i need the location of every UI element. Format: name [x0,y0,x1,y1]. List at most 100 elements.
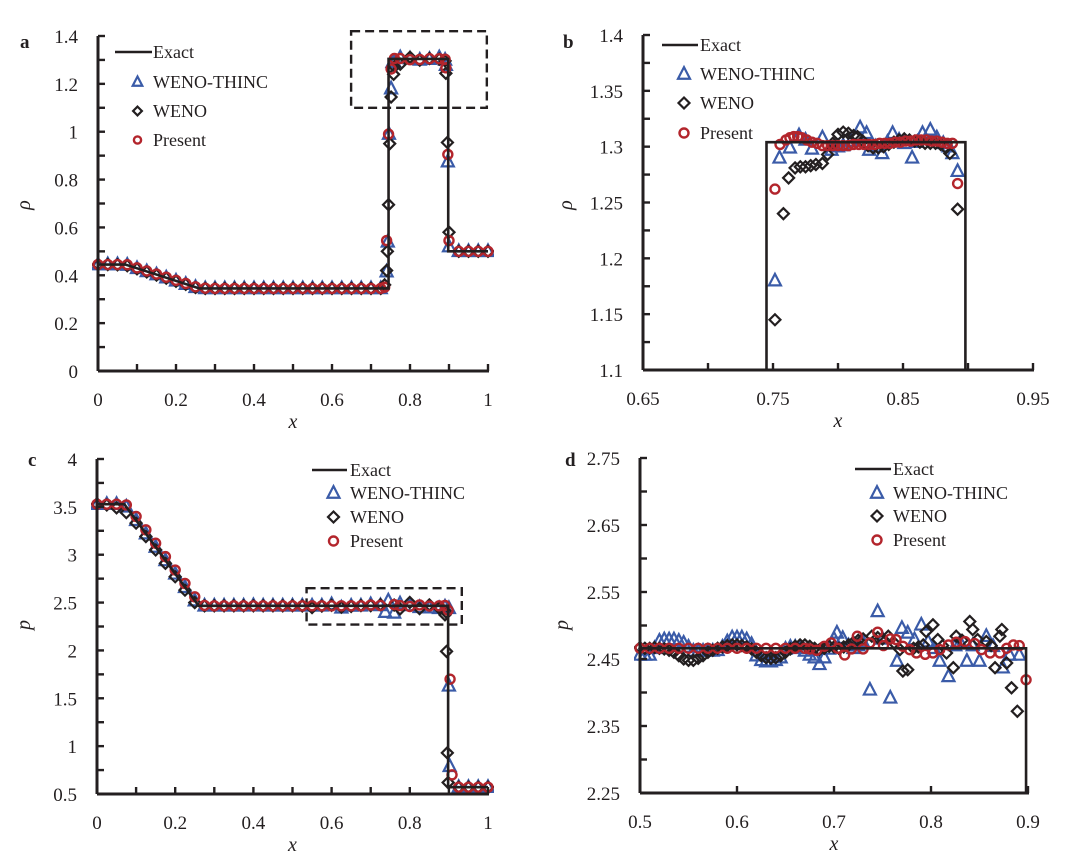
legend-label: Exact [350,460,391,480]
y-tick-label: 1.15 [590,305,623,326]
legend-label: WENO-THINC [153,72,268,92]
data-point [1004,680,1019,695]
series-weno [767,125,965,327]
data-point [385,63,397,75]
data-point [1011,645,1028,661]
y-tick-label: 1 [68,737,78,758]
data-point [806,648,823,664]
legend-label: WENO [700,93,754,113]
data-point [970,632,985,647]
data-point [949,629,964,644]
legend-marker-triangle [130,74,145,87]
panel-letter: c [28,450,36,471]
legend-marker-diamond [131,105,144,117]
data-point [922,120,939,136]
x-tick-label: 0 [93,390,103,411]
legend-label: Present [153,130,206,150]
x-tick-label: 0.8 [398,390,422,411]
legend-label: Present [350,531,403,551]
x-tick-label: 0.6 [320,813,344,834]
data-point [853,138,865,151]
legend-label: WENO [153,101,207,121]
y-tick-label: 0.5 [53,785,77,806]
y-tick-label: 2.35 [587,717,620,738]
data-point [729,637,745,652]
data-point [1013,639,1025,652]
data-point [440,62,452,74]
plot-area [767,118,966,327]
panel-letter: b [563,32,574,53]
x-tick-label: 0.9 [1016,812,1040,833]
x-tick-label: 0.7 [822,812,846,833]
panel-a: 0 0.2 0.4 0.6 0.8 1 0 0.2 0.4 0.6 0.8 1 1.2 1.4 x ρ a Exa… [13,27,494,433]
legend-label: WENO [350,507,404,527]
panel-letter: d [565,450,576,471]
data-point [138,529,153,544]
y-tick-label: 1.1 [599,361,623,382]
data-point [439,644,454,659]
y-tick-label: 4 [68,450,78,471]
data-point [776,206,791,221]
x-tick-label: 0 [92,813,102,834]
legend-marker-triangle [676,64,692,80]
legend-label: WENO-THINC [350,483,465,503]
data-point [816,648,833,664]
x-tick-label: 1 [483,813,493,834]
data-point [158,556,173,571]
data-point [934,643,946,656]
y-tick-label: 2.45 [587,650,620,671]
y-tick-label: 0.4 [54,266,78,287]
data-point [808,157,823,172]
data-point [899,623,916,639]
x-tick-label: 0.2 [163,813,187,834]
data-point [847,138,860,151]
y-tick-label: 1.3 [599,138,623,159]
y-tick-label: 3 [68,546,78,567]
plot-area [634,602,1032,719]
y-tick-label: 2.25 [587,784,620,805]
data-point [148,542,163,557]
data-point [402,595,417,610]
data-point [890,633,902,646]
y-tick-label: 3.5 [53,498,77,519]
data-point [868,138,881,151]
y-tick-label: 1.2 [599,249,623,270]
zoom-box [349,30,489,109]
exact-line [98,57,488,290]
legend-label: WENO-THINC [700,64,815,84]
data-point [838,649,851,661]
data-point [647,640,662,655]
data-point [971,651,988,667]
data-point [444,673,456,685]
data-point [768,650,783,665]
data-point [946,660,961,675]
y-axis-title: p [551,620,573,632]
x-tick-label: 0.75 [756,389,789,410]
x-tick-label: 0.65 [626,389,659,410]
x-tick-label: 0.8 [919,812,943,833]
legend-label: Present [893,530,946,550]
data-point [118,497,135,513]
data-point [999,655,1014,671]
data-point [919,624,934,639]
data-point [782,138,798,154]
y-tick-label: 2.75 [587,449,620,470]
exact-line [765,140,967,370]
legend-label: Present [700,123,753,143]
data-point [851,630,863,642]
panel-d: 0.5 0.6 0.7 0.8 0.9 2.25 2.35 2.45 2.55 2.65 2.75 x… [551,449,1040,855]
data-point [1010,704,1025,719]
data-point [822,639,837,654]
data-point [889,651,905,667]
data-point [691,651,706,666]
data-point [940,667,957,683]
data-point [863,138,875,151]
y-tick-label: 0.2 [54,314,78,335]
data-point [781,170,796,185]
data-point [984,638,999,653]
exact-line [640,646,1028,793]
data-point [950,202,965,217]
x-axis-title: x [288,411,298,433]
legend-marker-circle [871,534,883,546]
